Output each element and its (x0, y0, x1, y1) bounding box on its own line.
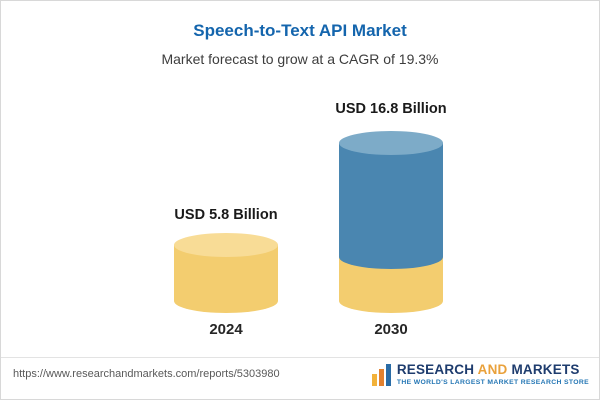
logo-name: RESEARCH AND MARKETS (397, 362, 589, 377)
cylinder-body-2030-blue (339, 143, 443, 269)
logo-word-and: AND (477, 362, 508, 377)
page-title: Speech-to-Text API Market (193, 21, 407, 40)
value-label-2030: USD 16.8 Billion (335, 101, 447, 117)
logo-tagline: THE WORLD'S LARGEST MARKET RESEARCH STOR… (396, 379, 589, 386)
logo-bar-gold (371, 374, 377, 386)
page-subtitle: Market forecast to grow at a CAGR of 19.… (161, 51, 439, 67)
logo-word-research: RESEARCH (396, 362, 475, 377)
bar-2024 (174, 233, 278, 313)
value-label-2024: USD 5.8 Billion (174, 207, 278, 223)
logo-bars-icon (371, 362, 391, 386)
logo-word-markets: MARKETS (511, 362, 580, 377)
logo-bar-orange (378, 369, 384, 386)
footer-divider (1, 357, 599, 358)
research-and-markets-logo: RESEARCH AND MARKETS THE WORLD'S LARGEST… (371, 362, 589, 386)
cylinder-top-2030 (339, 131, 443, 155)
logo-text-block: RESEARCH AND MARKETS THE WORLD'S LARGEST… (397, 362, 589, 386)
report-url-link[interactable]: https://www.researchandmarkets.com/repor… (13, 368, 280, 380)
category-label-2024: 2024 (209, 321, 243, 338)
logo-bar-blue (385, 364, 391, 386)
cylinder-top-2024 (174, 233, 278, 257)
bar-2030 (339, 131, 443, 313)
category-label-2030: 2030 (374, 321, 408, 338)
